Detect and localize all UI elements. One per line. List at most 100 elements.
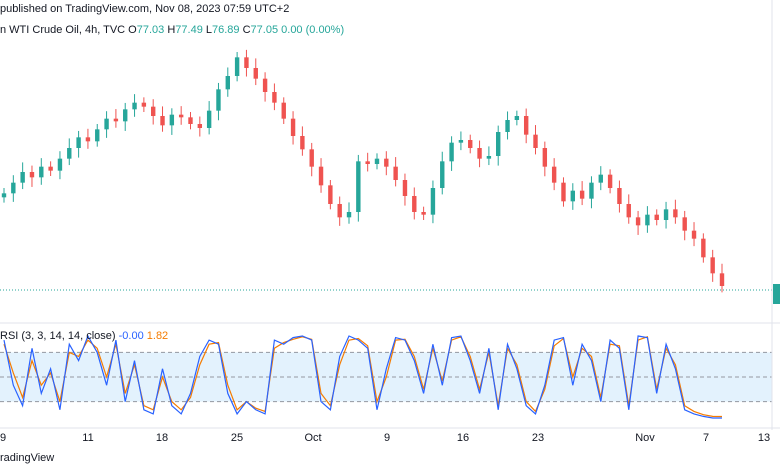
candle-body	[11, 183, 15, 194]
candle	[188, 112, 192, 129]
candle	[151, 99, 155, 124]
candle-body	[310, 149, 314, 166]
candle-body	[412, 196, 416, 212]
candle	[561, 177, 565, 206]
candle-body	[683, 217, 687, 230]
candle-body	[487, 156, 491, 159]
candle	[524, 109, 528, 144]
candle	[291, 111, 295, 144]
candle-body	[645, 215, 649, 226]
candle	[533, 125, 537, 154]
candle-body	[571, 191, 575, 202]
candle	[459, 131, 463, 150]
candle	[347, 202, 351, 223]
candle-body	[673, 209, 677, 217]
candle-body	[524, 116, 528, 135]
candle-body	[347, 212, 351, 217]
candle-body	[580, 191, 584, 199]
candle	[254, 58, 258, 85]
candle-body	[263, 79, 267, 92]
candle	[365, 153, 369, 172]
candle-body	[86, 137, 90, 141]
candle	[580, 181, 584, 205]
candle-body	[608, 175, 612, 188]
indicator-legend[interactable]: RSI (3, 3, 14, 14, close) -0.00 1.82	[0, 330, 168, 342]
candle-body	[636, 217, 640, 225]
candle-body	[198, 124, 202, 128]
candle-body	[459, 140, 463, 143]
candle	[692, 222, 696, 246]
candle-body	[76, 137, 80, 148]
footer-brand: radingView	[0, 452, 54, 464]
candle-body	[515, 116, 519, 120]
time-axis[interactable]: 9 11 18 25 Oct 9 16 23 Nov 7 13	[0, 428, 780, 444]
x-tick-label: 13	[758, 432, 770, 444]
x-tick-label: 25	[231, 432, 243, 444]
candle-body	[589, 183, 593, 199]
candle-body	[431, 188, 435, 215]
candle-body	[356, 161, 360, 212]
candle	[142, 97, 146, 112]
x-tick-label: 9	[0, 432, 6, 444]
candle	[235, 52, 239, 81]
candle-body	[272, 92, 276, 103]
candle	[300, 126, 304, 155]
indicator-name: RSI (3, 3, 14, 14, close)	[0, 330, 116, 342]
x-tick-label: Oct	[304, 432, 321, 444]
candle-body	[468, 140, 472, 148]
candle	[505, 111, 509, 139]
d-value: 1.82	[147, 330, 168, 342]
candle-body	[2, 193, 6, 197]
candle	[636, 211, 640, 235]
candle	[617, 181, 621, 213]
last-price-tag	[773, 284, 780, 304]
candle-body	[235, 57, 239, 76]
candle	[123, 103, 127, 131]
candle	[132, 94, 136, 117]
candle	[272, 83, 276, 110]
candle	[179, 106, 183, 125]
candle	[319, 158, 323, 193]
candle-body	[132, 103, 136, 110]
x-tick-label: 7	[703, 432, 709, 444]
candle	[496, 126, 500, 166]
candle-body	[67, 148, 71, 159]
candle-body	[244, 57, 248, 68]
candle	[11, 175, 15, 202]
candle	[375, 153, 379, 169]
candle-body	[160, 116, 164, 125]
candle-body	[337, 204, 341, 217]
candle	[310, 143, 314, 176]
candle-body	[599, 175, 603, 183]
candle	[543, 142, 547, 177]
stochrsi-pane[interactable]	[0, 336, 772, 418]
candle	[104, 111, 108, 138]
candle	[589, 176, 593, 208]
candle-body	[151, 107, 155, 116]
candle	[86, 129, 90, 149]
price-pane[interactable]	[2, 50, 724, 293]
candle-body	[543, 148, 547, 167]
candle-body	[720, 273, 724, 286]
candle	[384, 151, 388, 175]
candle	[170, 108, 174, 135]
candle	[207, 101, 211, 134]
candle-body	[254, 68, 258, 79]
candle-body	[58, 159, 62, 171]
k-value: -0.00	[119, 330, 144, 342]
candle	[720, 264, 724, 293]
candle-body	[319, 167, 323, 186]
candle	[673, 200, 677, 224]
x-tick-label: 18	[156, 432, 168, 444]
candle	[216, 83, 220, 120]
candle	[571, 183, 575, 210]
candle-body	[440, 161, 444, 188]
candle	[160, 106, 164, 131]
candle-body	[365, 161, 369, 164]
candle-body	[216, 89, 220, 110]
candle-body	[496, 132, 500, 156]
candle	[608, 169, 612, 193]
candle-body	[692, 231, 696, 239]
candle-body	[393, 167, 397, 180]
